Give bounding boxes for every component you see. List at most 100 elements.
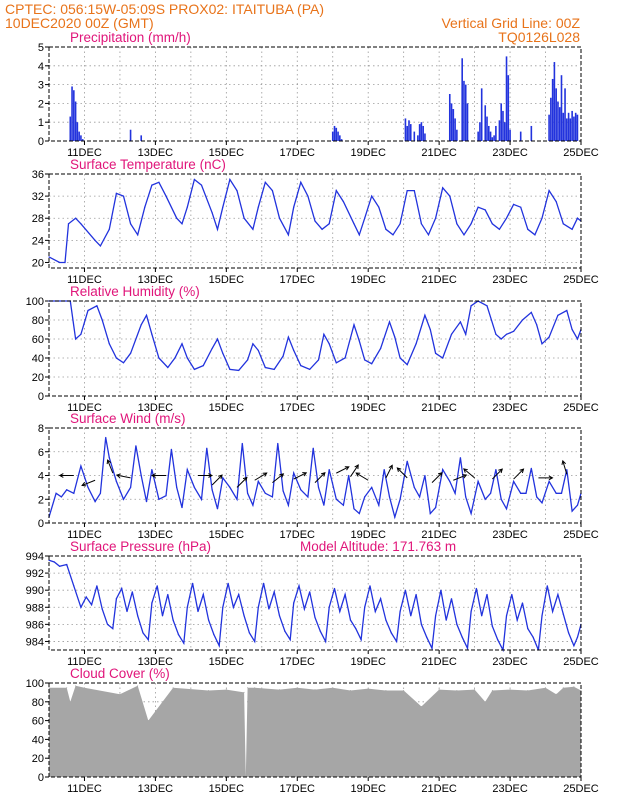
- y-tick-label: 20: [32, 257, 44, 269]
- data-point: [364, 496, 366, 498]
- data-point: [122, 498, 125, 500]
- precip-bar: [409, 124, 412, 141]
- data-point: [576, 338, 579, 340]
- data-point: [252, 228, 254, 230]
- data-point: [541, 217, 543, 219]
- data-point: [560, 492, 563, 494]
- x-tick-label: 23DEC: [492, 783, 528, 795]
- wind-arrow: [463, 468, 475, 479]
- precip-bar: [553, 62, 556, 141]
- data-point: [73, 585, 75, 587]
- precip-bar: [480, 88, 483, 141]
- data-point: [344, 593, 346, 596]
- data-point: [264, 181, 266, 183]
- data-point: [236, 498, 238, 500]
- header-station-line: CPTEC: 056:15W-05:09S PROX02: ITAITUBA (…: [5, 1, 324, 17]
- precip-bar: [573, 116, 575, 141]
- data-point: [358, 340, 360, 342]
- x-tick-label: 11DEC: [67, 656, 102, 668]
- header-date: 10DEC2020 00Z (GMT): [5, 15, 154, 31]
- data-point: [129, 352, 132, 354]
- data-point: [434, 506, 437, 509]
- wind-arrow-head: [396, 467, 402, 472]
- wind-arrow-head: [548, 475, 554, 481]
- precip-bar: [560, 75, 563, 141]
- data-point: [442, 187, 444, 189]
- data-point: [216, 508, 219, 510]
- data-point: [527, 628, 529, 630]
- data-point: [145, 501, 148, 503]
- wind-arrow-head: [462, 474, 468, 479]
- data-point: [378, 206, 380, 208]
- x-tick-label: 11DEC: [67, 274, 102, 286]
- precip-bar: [567, 112, 570, 141]
- data-point: [186, 206, 188, 208]
- data-point: [147, 720, 149, 722]
- y-tick-label: 0: [38, 391, 44, 403]
- data-point: [287, 504, 289, 506]
- data-point: [227, 582, 229, 584]
- wind-arrow-head: [106, 459, 112, 465]
- data-point: [238, 593, 240, 596]
- wind-arrow: [314, 472, 326, 483]
- data-point: [500, 338, 502, 340]
- data-point: [314, 689, 316, 691]
- data-point: [66, 489, 68, 491]
- data-point: [53, 561, 55, 563]
- data-point: [505, 615, 508, 617]
- x-tick-label: 17DEC: [280, 529, 316, 541]
- data-point: [562, 613, 564, 615]
- x-tick-label: 23DEC: [492, 402, 528, 414]
- data-point: [576, 217, 579, 219]
- panel-1: 20 24 28 32 36 11DEC 13DEC 15DEC 17DEC 19DEC 21DEC…: [32, 157, 599, 286]
- data-point: [60, 496, 63, 498]
- precip-bar: [495, 125, 497, 141]
- data-point: [278, 615, 281, 617]
- data-point: [303, 608, 305, 610]
- data-point: [135, 445, 137, 447]
- data-point: [385, 690, 387, 692]
- wind-arrow: [562, 460, 568, 475]
- precip-bar: [550, 97, 552, 141]
- y-tick-label: 0: [38, 772, 44, 784]
- data-point: [284, 630, 286, 632]
- data-point: [555, 693, 557, 695]
- data-point: [257, 206, 259, 208]
- y-tick-label: 3: [38, 80, 44, 92]
- data-point: [429, 512, 431, 515]
- data-point: [293, 472, 295, 474]
- wind-arrow-head: [58, 473, 64, 478]
- data-point: [449, 480, 451, 483]
- data-point: [243, 691, 245, 693]
- data-point: [424, 314, 426, 316]
- precip-bar: [417, 135, 419, 141]
- data-point: [317, 486, 320, 488]
- data-point: [273, 368, 275, 370]
- data-point: [264, 366, 266, 369]
- precip-bar: [76, 122, 79, 141]
- panel-title: Surface Temperature (nC): [70, 157, 226, 172]
- data-point: [360, 639, 362, 641]
- precip-bar: [424, 133, 426, 141]
- precip-bar: [456, 129, 458, 141]
- data-point: [403, 690, 405, 692]
- data-point: [80, 223, 82, 225]
- data-point: [534, 234, 536, 236]
- x-tick-label: 19DEC: [350, 147, 386, 159]
- x-tick-label: 17DEC: [280, 656, 316, 668]
- data-point: [470, 223, 472, 225]
- data-point: [287, 336, 289, 338]
- precip-bar: [571, 110, 573, 141]
- data-point: [105, 436, 107, 439]
- data-point: [364, 217, 366, 219]
- data-point: [399, 498, 401, 500]
- data-point: [399, 223, 401, 225]
- precip-bar: [502, 110, 504, 141]
- data-point: [193, 178, 196, 181]
- data-point: [314, 616, 316, 619]
- data-point: [450, 598, 453, 600]
- y-tick-label: 40: [32, 353, 44, 365]
- header-model-code: TQ0126L028: [498, 29, 580, 45]
- panel-frame: [48, 555, 582, 651]
- altitude-annotation: Model Altitude: 171.763 m: [300, 539, 456, 554]
